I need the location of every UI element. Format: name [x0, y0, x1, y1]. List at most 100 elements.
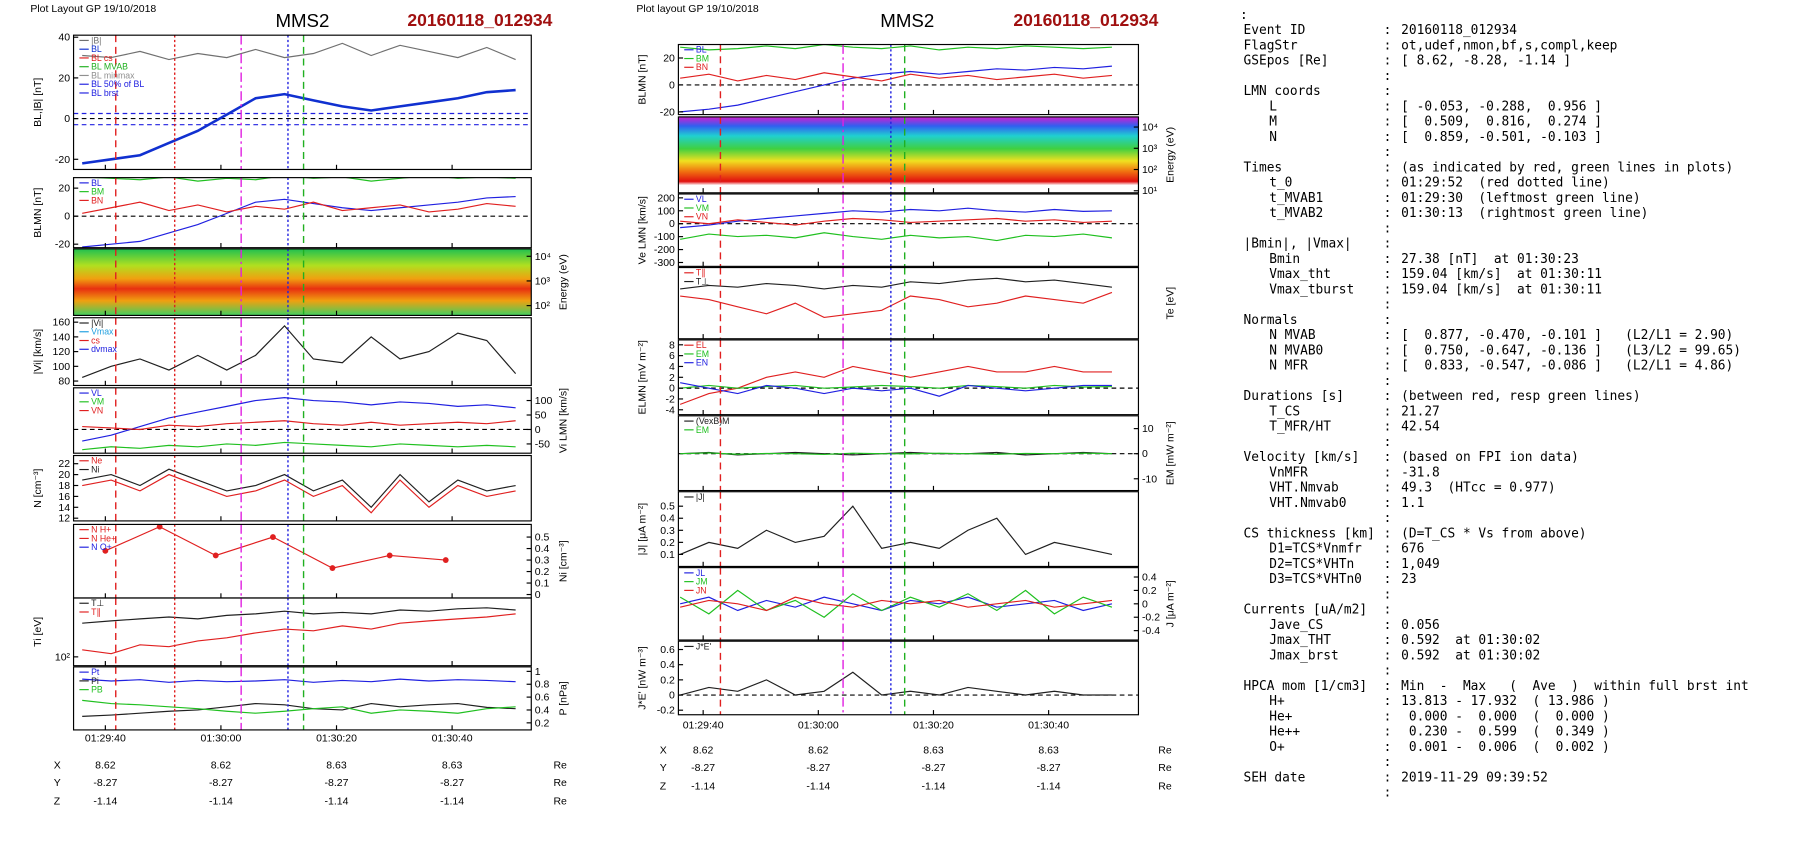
info-value: 20160118_012934	[1401, 23, 1517, 38]
data-line	[680, 72, 1112, 82]
data-line	[680, 452, 1112, 456]
info-value: 01:29:52 (red dotted line)	[1401, 176, 1610, 191]
data-point	[386, 552, 393, 559]
legend-label: T∥	[91, 607, 101, 617]
info-key: D2=TCS*VHTn	[1269, 557, 1354, 572]
separator: :	[1384, 404, 1392, 419]
separator: :	[1384, 191, 1392, 206]
legend-label: VL	[696, 194, 707, 204]
data-line	[680, 291, 1113, 318]
panel-frame	[72, 597, 532, 667]
legend-label: N He+	[91, 533, 116, 543]
data-line	[680, 277, 1113, 290]
y-tick-label: 2	[669, 372, 675, 384]
separator: :	[1384, 770, 1392, 785]
separator: :	[1384, 450, 1392, 465]
legend-label: EM	[696, 425, 709, 435]
row-unit: Re	[1158, 744, 1172, 756]
separator: :	[1384, 267, 1392, 282]
row-label: Y	[54, 777, 61, 789]
legend-label: T⊥	[696, 276, 709, 286]
separator: :	[1384, 252, 1392, 267]
legend-label: JM	[696, 577, 708, 587]
y-tick-label: 0	[64, 113, 70, 125]
info-key: N MFR	[1269, 359, 1308, 374]
y-tick-label: 0.4	[535, 704, 550, 716]
data-line	[679, 505, 1113, 556]
info-key: O+	[1269, 740, 1285, 755]
legend-label: PB	[91, 685, 103, 695]
separator: :	[1384, 38, 1392, 53]
panel-frame	[677, 567, 1140, 641]
y-tick-label: 0	[535, 589, 541, 601]
y-tick-label: -2	[666, 393, 675, 405]
legend-label: cs	[91, 335, 100, 345]
panel-plot	[82, 468, 516, 514]
panel-frame	[72, 523, 532, 599]
panel-plot	[73, 397, 532, 451]
y-tick-label: 100	[535, 395, 553, 407]
legend-label: VN	[696, 212, 708, 222]
data-line	[82, 201, 516, 214]
y-tick-label: 4	[669, 361, 675, 373]
row-value: -1.14	[921, 780, 945, 792]
row-label: X	[660, 744, 667, 756]
separator: :	[1384, 99, 1392, 114]
row-value: -8.27	[1037, 762, 1061, 774]
panel-plot	[679, 505, 1113, 556]
separator: :	[1384, 435, 1392, 450]
info-value: Min - Max ( Ave ) within full brst int	[1401, 679, 1749, 694]
separator: :	[1384, 786, 1392, 801]
data-line	[82, 613, 516, 655]
y-tick-label: 160	[53, 317, 71, 329]
separator: :	[1384, 160, 1392, 175]
legend-label: BM	[91, 187, 104, 197]
info-key: N MVAB0	[1269, 343, 1323, 358]
separator: :	[1384, 618, 1392, 633]
separator: :	[1384, 328, 1392, 343]
info-value: ot,udef,nmon,bf,s,compl,keep	[1401, 38, 1617, 53]
info-key: Event ID	[1244, 23, 1306, 38]
info-value: 01:29:30 (leftmost green line)	[1401, 191, 1640, 206]
legend-label: N H+	[91, 525, 111, 535]
y-axis-label: P [nPa]	[557, 681, 569, 715]
panel-frame	[72, 177, 532, 249]
panel-frame	[72, 248, 532, 316]
panel-frame	[677, 491, 1140, 568]
panel-frame	[677, 193, 1140, 267]
y-tick-label: -0.4	[1142, 625, 1160, 637]
panel-plot	[678, 365, 1139, 405]
row-label: X	[54, 759, 61, 771]
y-tick-label: 20	[58, 183, 70, 195]
info-value: [ 0.509, 0.816, 0.274 ]	[1401, 115, 1602, 130]
data-line	[82, 473, 516, 514]
separator: :	[1384, 725, 1392, 740]
y-tick-label: 1	[535, 666, 541, 678]
row-value: 8.62	[211, 759, 232, 771]
panel-frame	[72, 454, 532, 522]
legend-label: BL	[91, 178, 102, 188]
separator: :	[1384, 54, 1392, 69]
data-line	[82, 397, 516, 442]
legend-label: BL 50% of BL	[91, 79, 144, 89]
info-value: 2019-11-29 09:39:52	[1401, 770, 1548, 785]
info-value: [ 0.833, -0.547, -0.086 ] (L2/L1 = 4.86)	[1401, 359, 1733, 374]
y-tick-label: 10⁴	[535, 251, 551, 263]
panel-plot	[678, 671, 1139, 696]
separator: :	[1384, 23, 1392, 38]
y-tick-label: -50	[535, 438, 550, 450]
info-value: 0.001 - 0.006 ( 0.002 )	[1401, 740, 1610, 755]
y-tick-label: 0	[669, 218, 675, 230]
legend-label: EN	[696, 358, 708, 368]
legend-label: T∥	[696, 268, 706, 278]
x-tick-label: 01:30:20	[913, 720, 954, 732]
y-tick-label: 0	[64, 211, 70, 223]
row-value: -8.27	[93, 777, 117, 789]
row-value: 8.62	[95, 759, 116, 771]
panel-plot	[81, 324, 517, 378]
y-tick-label: 0	[535, 424, 541, 436]
y-tick-label: 100	[53, 361, 71, 373]
y-tick-label: -20	[55, 239, 70, 251]
